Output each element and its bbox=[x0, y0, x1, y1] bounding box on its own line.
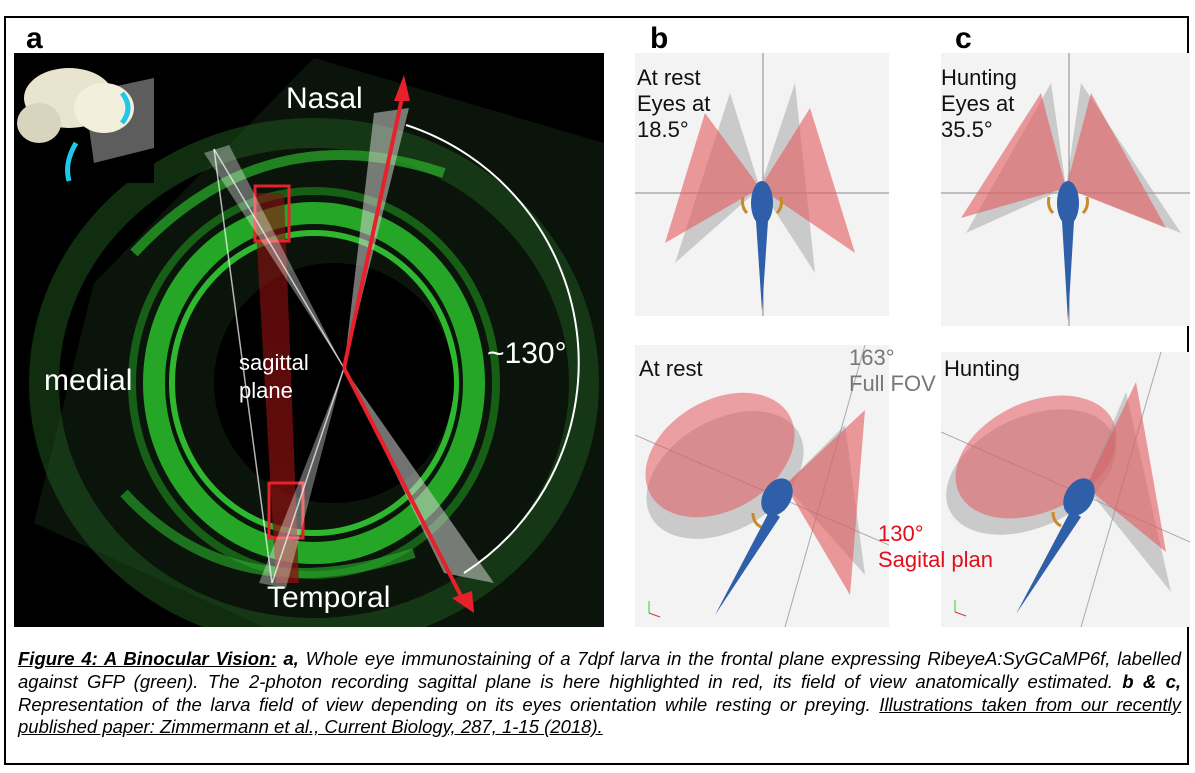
rest-perspective-fov-illustration bbox=[635, 345, 889, 627]
panel-letter-a: a bbox=[26, 22, 43, 55]
label-sagital-130: 130° Sagital plan bbox=[878, 521, 993, 572]
label-b-top: At rest Eyes at 18.5° bbox=[637, 65, 711, 142]
label-angle-130: ~130° bbox=[487, 337, 567, 370]
caption-bc-label: b & c, bbox=[1122, 670, 1182, 692]
label-nasal: Nasal bbox=[286, 82, 363, 115]
label-medial: medial bbox=[44, 364, 133, 397]
panel-b-top-rest-render: At rest Eyes at 18.5° bbox=[635, 53, 889, 316]
panel-b-bottom-rest-render: At rest bbox=[635, 345, 889, 627]
caption-a-label: a, bbox=[283, 648, 299, 669]
panel-letter-b: b bbox=[650, 22, 669, 55]
label-c-bottom: Hunting bbox=[944, 356, 1020, 381]
label-b-bottom: At rest bbox=[639, 356, 703, 381]
hunting-perspective-fov-illustration bbox=[941, 352, 1190, 627]
label-sagittal-plane: sagittal plane bbox=[239, 350, 309, 403]
hunting-top-fov-illustration bbox=[941, 53, 1190, 326]
rest-top-fov-illustration bbox=[635, 53, 889, 316]
panel-letter-c: c bbox=[955, 22, 972, 55]
label-c-top: Hunting Eyes at 35.5° bbox=[941, 65, 1017, 142]
caption-source: Illustrations taken from our recently pu… bbox=[18, 693, 1181, 738]
larva-3d-inset-illustration bbox=[14, 53, 154, 183]
panel-a-microscopy-image: Nasal Temporal medial sagittal plane ~13… bbox=[14, 53, 604, 627]
panel-c-bottom-hunting-render: Hunting bbox=[941, 352, 1190, 627]
panel-c-top-hunting-render: Hunting Eyes at 35.5° bbox=[941, 53, 1190, 326]
label-fov-163: 163° Full FOV bbox=[849, 345, 936, 396]
caption-a-text: Whole eye immunostaining of a 7dpf larva… bbox=[18, 648, 1182, 692]
caption-bc-text: Representation of the larva field of vie… bbox=[18, 693, 871, 715]
figure-caption: Figure 4: A Binocular Vision: a, Whole e… bbox=[18, 648, 1181, 739]
caption-title: Figure 4: A Binocular Vision: bbox=[18, 648, 277, 669]
label-temporal: Temporal bbox=[267, 581, 391, 614]
eye-immunostaining-illustration bbox=[14, 53, 604, 627]
